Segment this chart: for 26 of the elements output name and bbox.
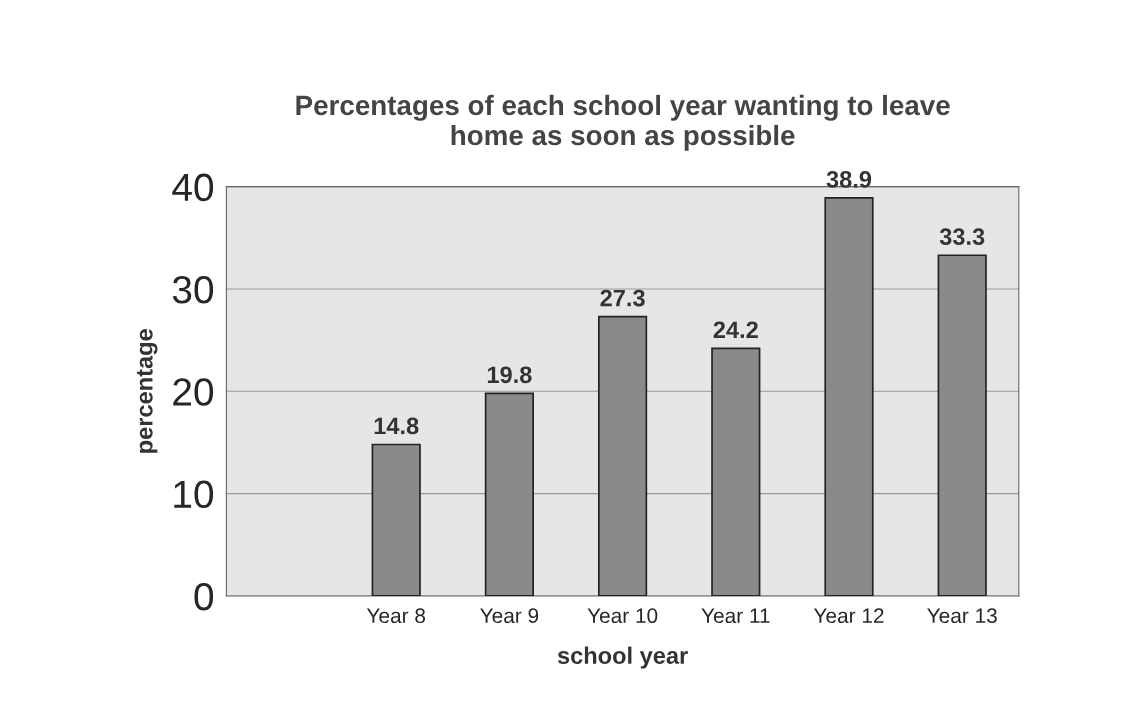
y-tick-label: 10 bbox=[174, 480, 214, 509]
x-axis-title: school year bbox=[557, 646, 688, 669]
data-label: 19.8 bbox=[487, 366, 532, 384]
bar bbox=[597, 315, 648, 596]
data-label: 33.3 bbox=[939, 228, 985, 246]
y-tick-label: 0 bbox=[194, 582, 214, 611]
x-tick-label: Year 13 bbox=[927, 608, 997, 624]
x-tick-label: Year 8 bbox=[366, 608, 426, 624]
data-label: 27.3 bbox=[600, 289, 645, 307]
data-label: 24.2 bbox=[713, 321, 758, 338]
y-axis-title: percentage bbox=[137, 329, 158, 453]
x-tick-label: Year 12 bbox=[813, 608, 884, 624]
bar bbox=[937, 254, 987, 596]
data-label: 14.8 bbox=[374, 417, 419, 435]
bar bbox=[484, 392, 535, 596]
bar bbox=[824, 197, 874, 596]
bar bbox=[711, 347, 761, 596]
x-tick-label: Year 9 bbox=[480, 608, 539, 624]
x-tick-label: Year 10 bbox=[587, 608, 658, 624]
data-label: 38.9 bbox=[826, 170, 872, 188]
x-tick-label: Year 11 bbox=[701, 608, 770, 624]
bar bbox=[371, 443, 421, 596]
y-tick-label: 20 bbox=[173, 378, 214, 406]
chart-title: Percentages of each school year wanting to leave home as soon as possible bbox=[296, 94, 950, 151]
y-tick-label: 40 bbox=[172, 173, 214, 202]
y-tick-label: 30 bbox=[172, 275, 214, 304]
